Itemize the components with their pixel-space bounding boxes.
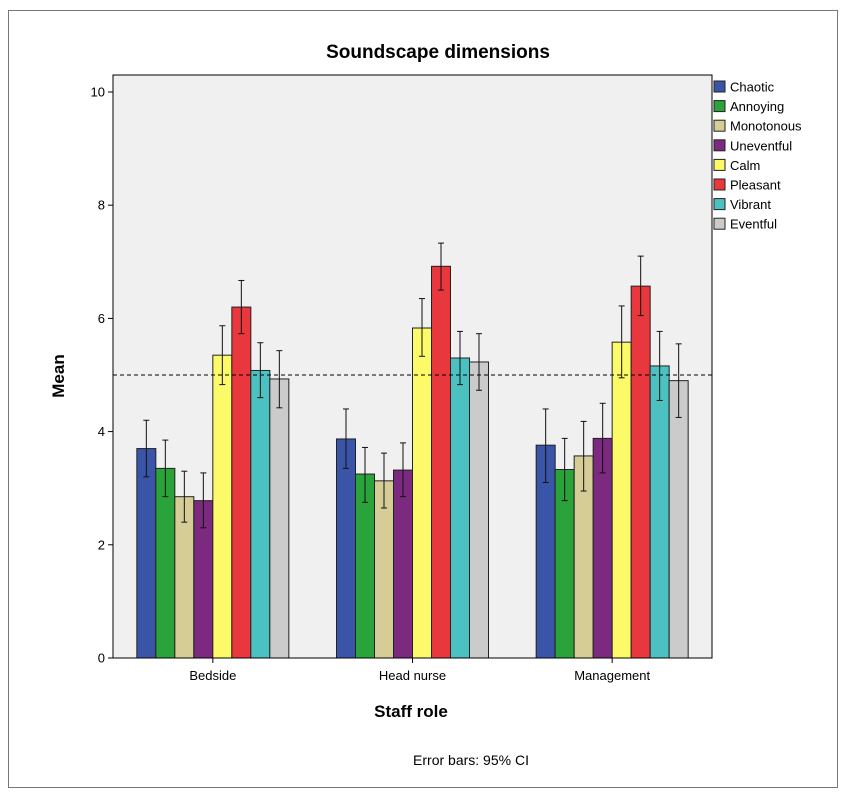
legend-swatch-chaotic [713,80,726,93]
legend-swatch-uneventful [713,139,726,152]
y-tick-label: 6 [98,311,105,326]
legend-swatch-monotonous [713,119,726,132]
y-tick-label: 4 [98,424,105,439]
legend-label: Uneventful [730,138,792,153]
bar-eventful [668,380,689,659]
bar-vibrant [250,369,271,659]
bar-chaotic [336,438,356,659]
chart-frame: Soundscape dimensions 0 2 4 6 8 10 Bedside Head… [8,10,838,788]
y-tick-label: 0 [98,651,105,666]
bar-uneventful [393,469,413,659]
legend-swatch-eventful [713,217,726,230]
x-tick-label: Management [574,668,650,683]
bar-chart: Soundscape dimensions 0 2 4 6 8 10 Bedside Head… [49,42,802,768]
legend-label: Calm [730,158,760,173]
bar-calm [212,354,233,659]
plot-area: 0 2 4 6 8 10 Bedside Head nurse Management [91,74,713,683]
chart-title: Soundscape dimensions [326,42,550,63]
bar-pleasant [431,265,451,659]
y-axis-title: Mean [49,354,68,397]
bar-pleasant [231,306,252,659]
legend-swatch-vibrant [713,198,726,211]
x-tick-label: Head nurse [379,668,446,683]
x-tick-label: Bedside [189,668,236,683]
bar-eventful [269,378,290,659]
legend-label: Monotonous [730,119,802,134]
plot-border [112,74,713,659]
bar-calm [611,341,632,659]
legend-label: Pleasant [730,178,781,193]
legend-label: Annoying [730,99,784,114]
legend-swatch-annoying [713,100,726,113]
bar-chaotic [136,448,157,659]
legend-label: Eventful [730,217,777,232]
legend-label: Chaotic [730,80,775,95]
legend-swatch-calm [713,158,726,171]
bar-vibrant [450,357,470,659]
bar-calm [412,327,432,659]
legend: Chaotic Annoying Monotonous Uneventful Calm P… [713,80,802,232]
bar-vibrant [649,365,670,659]
error-bars-note: Error bars: 95% CI [413,752,529,768]
bar-pleasant [630,285,651,659]
x-axis-title: Staff role [374,702,448,721]
bar-eventful [469,361,489,659]
legend-label: Vibrant [730,197,771,212]
y-tick-label: 10 [91,84,105,99]
y-tick-label: 2 [98,537,105,552]
legend-swatch-pleasant [713,178,726,191]
y-tick-label: 8 [98,198,105,213]
